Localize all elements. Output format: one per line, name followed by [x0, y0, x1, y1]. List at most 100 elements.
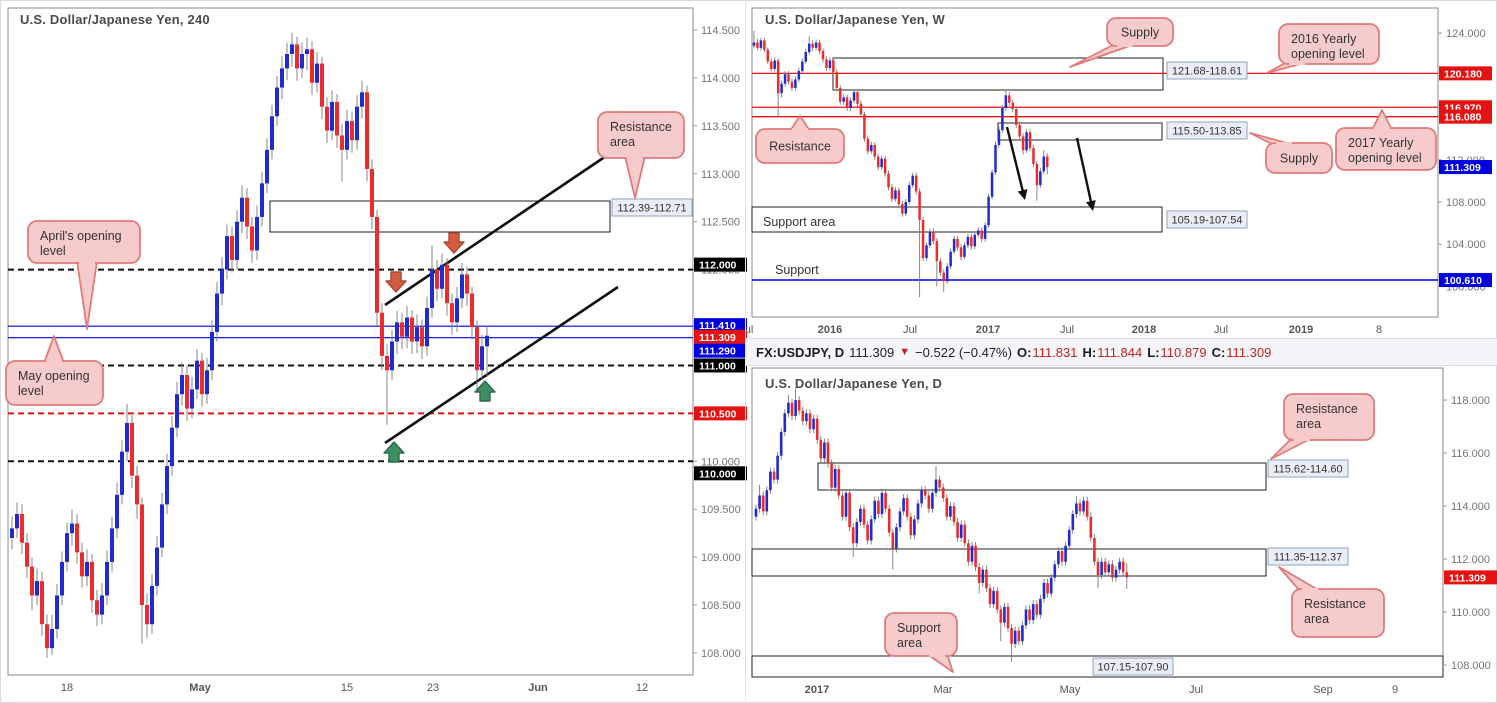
candle-up: [1118, 561, 1121, 570]
candle-down: [1032, 148, 1035, 164]
candle-up: [355, 106, 359, 141]
trend-line[interactable]: [384, 285, 619, 445]
y-axis-label: 112.000: [1451, 554, 1490, 566]
callout-bubble: [884, 612, 958, 657]
candle-down: [135, 475, 139, 505]
level-box[interactable]: [269, 200, 611, 233]
price-range-label[interactable]: 111.35-112.37: [1267, 547, 1349, 566]
ticker-close-value: 111.309: [1226, 344, 1272, 360]
ticker-high-label: H:: [1082, 344, 1097, 360]
chart-daily-price-axis[interactable]: 118.000 116.000 114.000 112.000 110.000 108.0…: [1443, 395, 1497, 672]
callout-supply-1[interactable]: Supply: [1069, 17, 1174, 68]
callout-seam-patch: [1117, 41, 1133, 47]
level-box[interactable]: [751, 655, 1444, 678]
candle-down: [801, 410, 805, 422]
callout-bubble: [1106, 17, 1174, 47]
candle-down: [95, 600, 99, 615]
chart-title-weekly: U.S. Dollar/Japanese Yen, W: [765, 12, 946, 27]
ticker-bar[interactable]: FX:USDJPY, D 111.309 ▼ −0.522 (−0.47%) O…: [746, 338, 1497, 366]
candle-up: [908, 185, 911, 202]
candle-down: [859, 103, 863, 115]
price-range-label[interactable]: 112.39-112.71: [611, 198, 693, 217]
candle-up: [275, 87, 279, 117]
candle-down: [790, 402, 794, 416]
candle-down: [763, 40, 766, 50]
chart-4h-time-axis[interactable]: 18 May 15 23 Jun 12: [61, 682, 648, 694]
y-axis-label: 110.000: [701, 456, 740, 468]
candle-down: [821, 50, 825, 60]
candle-down: [25, 542, 29, 567]
candle-up: [754, 508, 758, 517]
candle-down: [1008, 95, 1011, 103]
candle-up: [812, 418, 815, 430]
callout-text: level: [18, 384, 44, 398]
candle-down: [1028, 609, 1031, 621]
y-axis-label: 104.000: [1446, 239, 1486, 251]
candle-down: [967, 543, 970, 562]
chart-4h-price-axis[interactable]: 114.500 114.000 113.500 113.000 112.500 112.0…: [693, 25, 747, 660]
callout-resistance-w[interactable]: Resistance: [755, 115, 845, 164]
candle-down: [941, 487, 945, 499]
candle-up: [765, 490, 769, 512]
candle-up: [987, 196, 990, 226]
callout-text: Resistance: [1296, 402, 1358, 416]
direction-arrowhead-icon: [1017, 189, 1028, 200]
candle-down: [400, 322, 404, 337]
candle-up: [911, 175, 914, 186]
candle-up: [1042, 156, 1046, 172]
callout-bubble: [5, 360, 104, 406]
candle-down: [826, 442, 830, 464]
candle-down: [887, 173, 890, 188]
candle-down: [985, 569, 988, 589]
candle-down: [435, 269, 439, 289]
candle-up: [828, 60, 832, 68]
chart-weekly-price-axis[interactable]: 124.000112.000108.000104.000100.000120.1…: [1438, 28, 1492, 293]
price-chip-111.309: 111.309: [1444, 570, 1497, 585]
candle-down: [250, 226, 254, 251]
x-axis-label: Mar: [934, 684, 953, 696]
candle-down: [891, 532, 895, 549]
callout-text: area: [1304, 612, 1329, 626]
price-range-box: [1166, 61, 1248, 80]
chart-daily-time-axis[interactable]: 2017 Mar May Jul Sep 9: [805, 684, 1398, 696]
chart-weekly-time-axis[interactable]: ul 2016 Jul 2017 Jul 2018 Jul 2019 8: [745, 324, 1382, 336]
direction-arrow[interactable]: [1005, 126, 1025, 195]
candle-up: [776, 455, 779, 480]
price-range-label[interactable]: 121.68-118.61: [1166, 61, 1248, 80]
candle-down: [185, 375, 189, 409]
callout-supply-2[interactable]: Supply: [1249, 132, 1333, 174]
direction-arrow[interactable]: [1075, 137, 1093, 206]
price-range-label[interactable]: 115.62-114.60: [1267, 459, 1349, 478]
chart-4h-candles: [10, 32, 489, 658]
level-box[interactable]: [817, 462, 1267, 491]
candle-up: [779, 431, 783, 456]
price-range-label[interactable]: 105.19-107.54: [1166, 210, 1248, 229]
candle-down: [995, 590, 999, 610]
level-box[interactable]: [751, 548, 1267, 577]
level-box[interactable]: [751, 206, 1163, 233]
buy-arrow-icon[interactable]: [474, 380, 496, 402]
candle-up: [205, 370, 209, 395]
x-axis-label: 12: [636, 682, 648, 694]
sell-arrow-icon[interactable]: [385, 271, 407, 293]
direction-arrowhead-icon: [1085, 200, 1096, 211]
price-range-label[interactable]: 107.15-107.90: [1092, 657, 1174, 676]
candle-up: [904, 201, 908, 214]
sell-arrow-icon[interactable]: [443, 232, 465, 254]
buy-arrow-icon[interactable]: [383, 441, 405, 463]
candle-up: [807, 43, 811, 53]
trend-line[interactable]: [384, 146, 619, 307]
price-range-label[interactable]: 115.50-113.85: [1166, 121, 1248, 140]
candle-down: [1021, 136, 1025, 151]
candle-up: [855, 521, 859, 544]
